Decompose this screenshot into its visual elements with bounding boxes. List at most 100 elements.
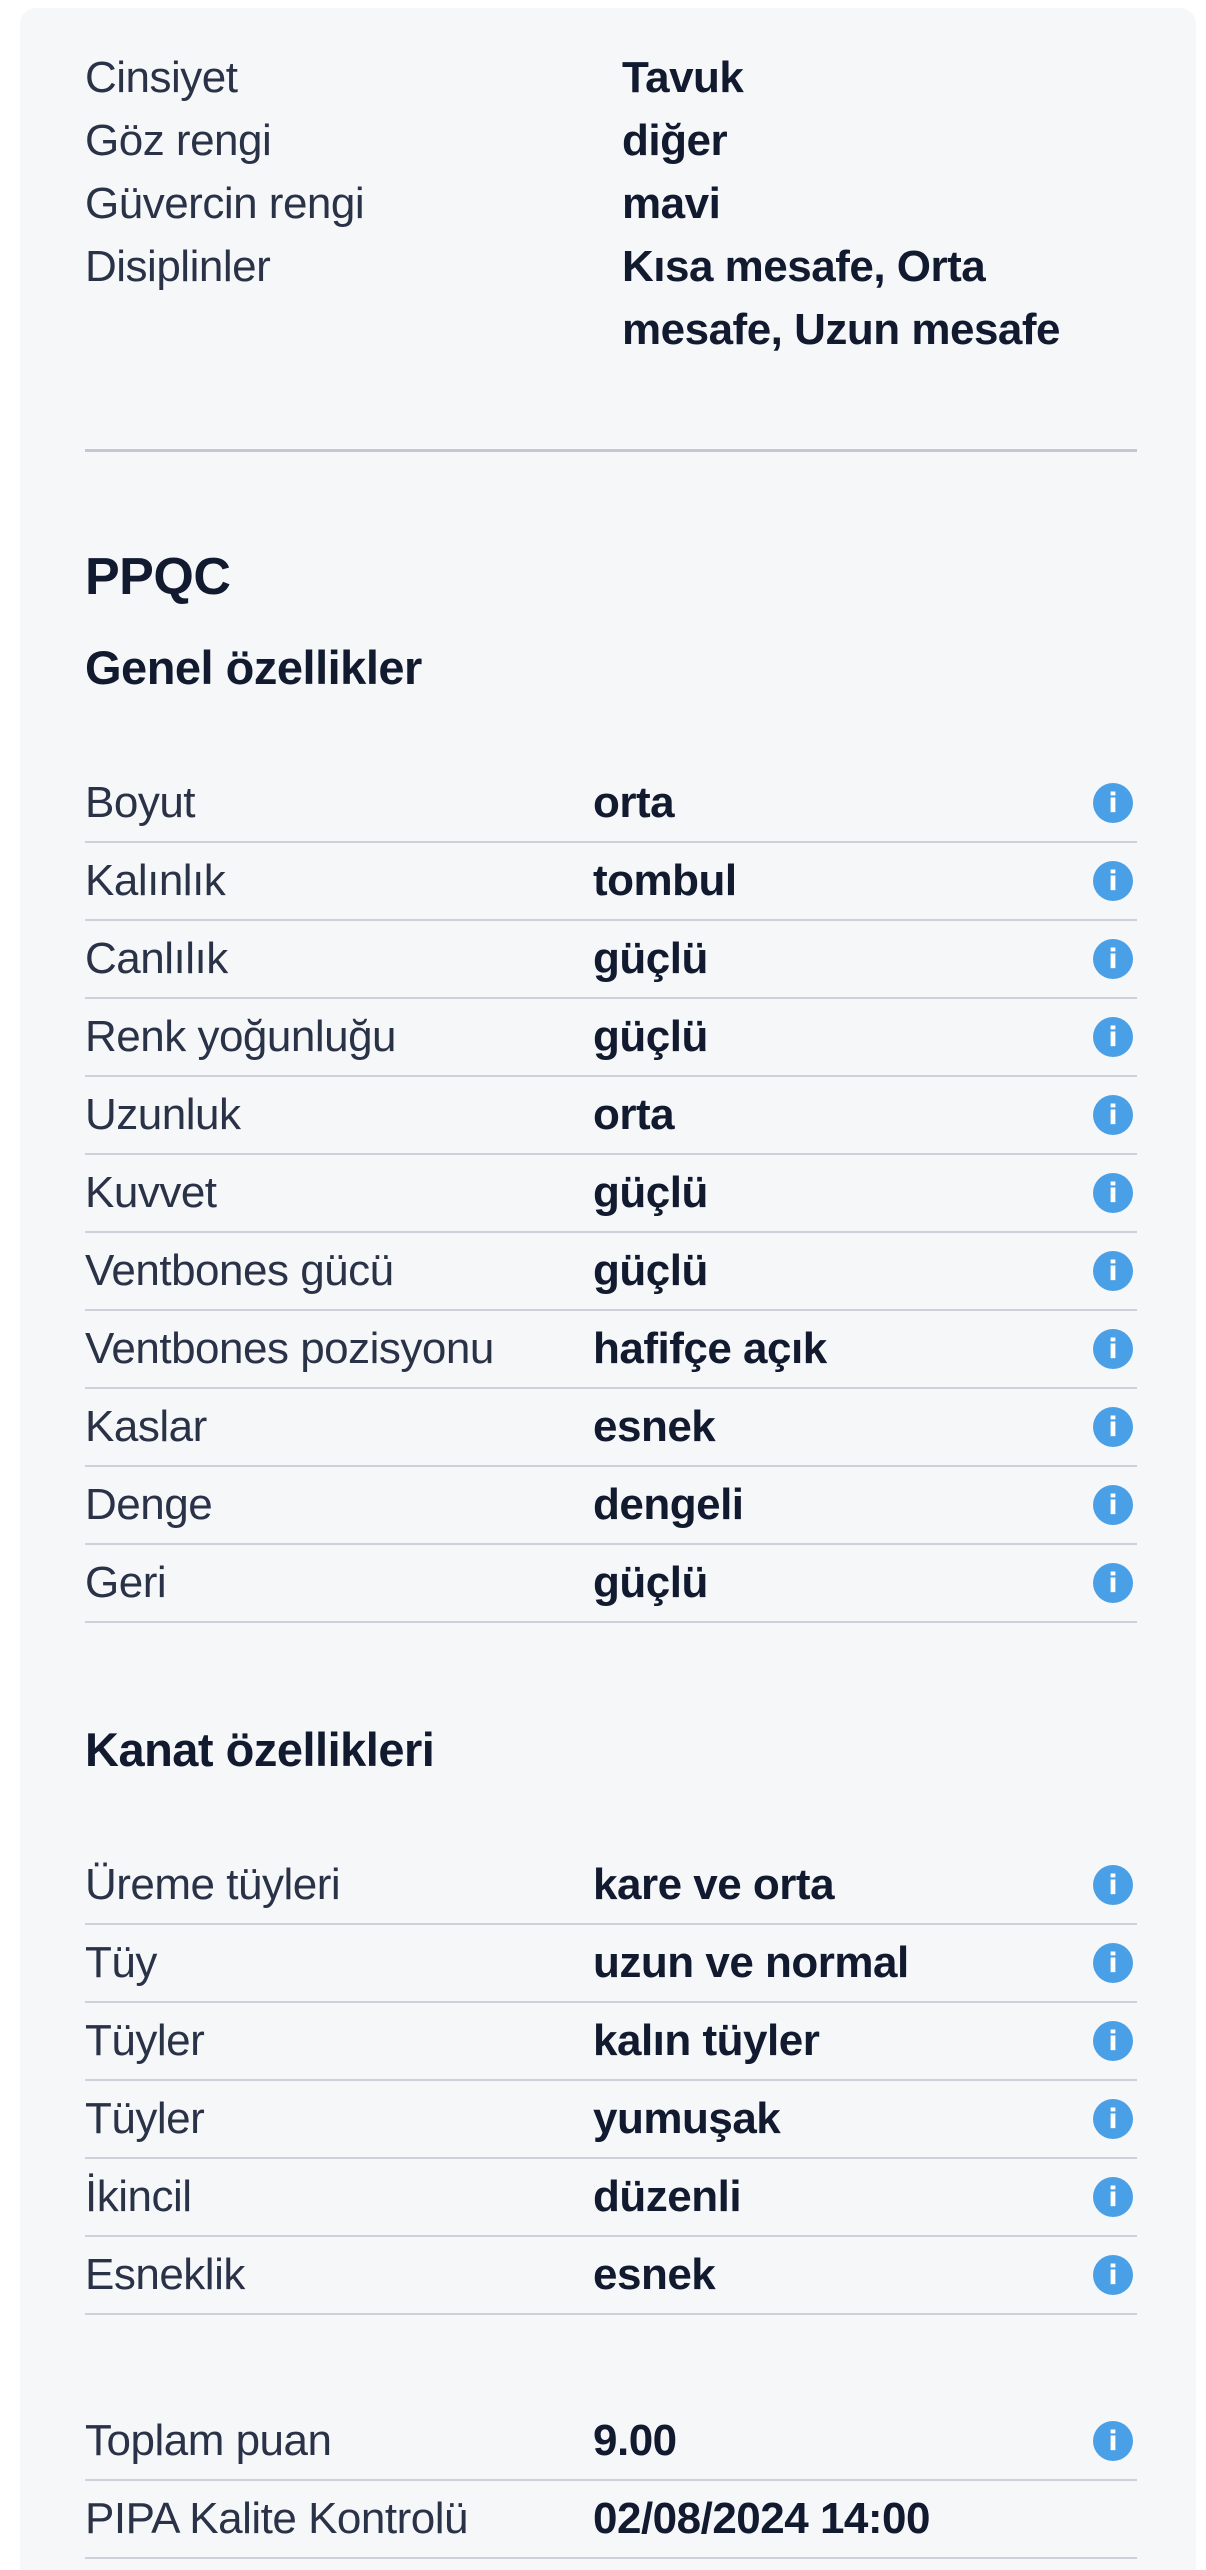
attribute-value: kalın tüyler xyxy=(593,2016,820,2065)
quality-control-value: 02/08/2024 14:00 xyxy=(593,2494,930,2543)
info-icon-glyph: i xyxy=(1108,865,1118,897)
attribute-row-ikincil: İkincil düzenli i xyxy=(85,2159,1137,2237)
info-icon[interactable]: i xyxy=(1093,1407,1133,1447)
detail-label-cinsiyet: Cinsiyet xyxy=(85,53,238,102)
attribute-label: Canlılık xyxy=(85,934,228,983)
info-icon-glyph: i xyxy=(1108,1947,1118,1979)
info-icon-glyph: i xyxy=(1108,1255,1118,1287)
total-score-row: Toplam puan 9.00 i xyxy=(85,2403,1137,2481)
attribute-value: uzun ve normal xyxy=(593,1938,909,1987)
attribute-label: Boyut xyxy=(85,778,196,827)
attribute-row-kaslar: Kaslar esnek i xyxy=(85,1389,1137,1467)
attribute-value: güçlü xyxy=(593,1558,708,1607)
attribute-value: esnek xyxy=(593,1402,716,1451)
general-attributes-table: Boyut orta i Kalınlık tombul i Canlılık … xyxy=(85,765,1137,1623)
attribute-value: tombul xyxy=(593,856,737,905)
info-icon[interactable]: i xyxy=(1093,2099,1133,2139)
detail-value-disiplinler: Kısa mesafe, Orta mesafe, Uzun mesafe xyxy=(622,242,1061,354)
info-icon[interactable]: i xyxy=(1093,2177,1133,2217)
info-icon[interactable]: i xyxy=(1093,1173,1133,1213)
info-icon[interactable]: i xyxy=(1093,2255,1133,2295)
attribute-row-kalinlik: Kalınlık tombul i xyxy=(85,843,1137,921)
info-icon-glyph: i xyxy=(1108,1333,1118,1365)
pigeon-details-list: Cinsiyet Tavuk Göz rengi diğer Güvercin … xyxy=(85,46,1137,361)
attribute-value: düzenli xyxy=(593,2172,742,2221)
info-icon[interactable]: i xyxy=(1093,1485,1133,1525)
info-icon[interactable]: i xyxy=(1093,1017,1133,1057)
total-score-label: Toplam puan xyxy=(85,2416,332,2465)
attribute-row-geri: Geri güçlü i xyxy=(85,1545,1137,1623)
section-divider xyxy=(85,449,1137,452)
attribute-label: Geri xyxy=(85,1558,167,1607)
attribute-value: güçlü xyxy=(593,1246,708,1295)
attribute-row-boyut: Boyut orta i xyxy=(85,765,1137,843)
info-icon-glyph: i xyxy=(1108,2025,1118,2057)
info-icon[interactable]: i xyxy=(1093,1943,1133,1983)
attribute-row-uzunluk: Uzunluk orta i xyxy=(85,1077,1137,1155)
attribute-label: Kaslar xyxy=(85,1402,207,1451)
attribute-label: Renk yoğunluğu xyxy=(85,1012,397,1061)
attribute-value: güçlü xyxy=(593,1012,708,1061)
info-icon-glyph: i xyxy=(1108,1021,1118,1053)
attribute-label: Ventbones pozisyonu xyxy=(85,1324,494,1373)
info-icon[interactable]: i xyxy=(1093,861,1133,901)
info-icon-glyph: i xyxy=(1108,1099,1118,1131)
attribute-row-renk-yogunlugu: Renk yoğunluğu güçlü i xyxy=(85,999,1137,1077)
info-icon-glyph: i xyxy=(1108,943,1118,975)
attribute-value: kare ve orta xyxy=(593,1860,835,1909)
info-icon-glyph: i xyxy=(1108,1489,1118,1521)
attribute-row-denge: Denge dengeli i xyxy=(85,1467,1137,1545)
attribute-label: Esneklik xyxy=(85,2250,245,2299)
detail-value-goz-rengi: diğer xyxy=(622,116,728,165)
info-icon[interactable]: i xyxy=(1093,939,1133,979)
attribute-label: Uzunluk xyxy=(85,1090,241,1139)
pigeon-detail-card: Cinsiyet Tavuk Göz rengi diğer Güvercin … xyxy=(20,8,1196,2570)
detail-value-guvercin-rengi: mavi xyxy=(622,179,721,228)
info-icon[interactable]: i xyxy=(1093,1865,1133,1905)
attribute-value: güçlü xyxy=(593,934,708,983)
attribute-value: hafifçe açık xyxy=(593,1324,827,1373)
quality-control-label: PIPA Kalite Kontrolü xyxy=(85,2494,468,2543)
attribute-label: İkincil xyxy=(85,2172,192,2221)
heading-genel-ozellikler: Genel özellikler xyxy=(85,641,422,694)
attribute-label: Tüyler xyxy=(85,2016,205,2065)
info-icon-glyph: i xyxy=(1108,2103,1118,2135)
info-icon[interactable]: i xyxy=(1093,1563,1133,1603)
info-icon-glyph: i xyxy=(1108,1411,1118,1443)
attribute-label: Kuvvet xyxy=(85,1168,217,1217)
info-icon-glyph: i xyxy=(1108,787,1118,819)
attribute-row-tuyler-yumusak: Tüyler yumuşak i xyxy=(85,2081,1137,2159)
info-icon[interactable]: i xyxy=(1093,2021,1133,2061)
attribute-row-ventbones-gucu: Ventbones gücü güçlü i xyxy=(85,1233,1137,1311)
detail-label-goz-rengi: Göz rengi xyxy=(85,116,272,165)
info-icon[interactable]: i xyxy=(1093,1251,1133,1291)
ppqc-title: PPQC xyxy=(85,548,231,606)
attribute-value: dengeli xyxy=(593,1480,744,1529)
attribute-value: esnek xyxy=(593,2250,716,2299)
attribute-row-ventbones-pozisyonu: Ventbones pozisyonu hafifçe açık i xyxy=(85,1311,1137,1389)
attribute-row-tuy: Tüy uzun ve normal i xyxy=(85,1925,1137,2003)
attribute-label: Ventbones gücü xyxy=(85,1246,394,1295)
attribute-value: orta xyxy=(593,778,675,827)
wing-attributes-table: Üreme tüyleri kare ve orta i Tüy uzun ve… xyxy=(85,1847,1137,2315)
attribute-row-canlilik: Canlılık güçlü i xyxy=(85,921,1137,999)
info-icon[interactable]: i xyxy=(1093,1329,1133,1369)
total-score-value: 9.00 xyxy=(593,2416,677,2465)
info-icon[interactable]: i xyxy=(1093,783,1133,823)
attribute-value: orta xyxy=(593,1090,675,1139)
detail-value-cinsiyet: Tavuk xyxy=(622,53,744,102)
attribute-value: güçlü xyxy=(593,1168,708,1217)
detail-label-disiplinler: Disiplinler xyxy=(85,242,271,291)
attribute-label: Üreme tüyleri xyxy=(85,1860,341,1909)
attribute-label: Tüyler xyxy=(85,2094,205,2143)
quality-control-row: PIPA Kalite Kontrolü 02/08/2024 14:00 xyxy=(85,2481,1137,2559)
heading-kanat-ozellikleri: Kanat özellikleri xyxy=(85,1723,435,1776)
attribute-row-esneklik: Esneklik esnek i xyxy=(85,2237,1137,2315)
info-icon[interactable]: i xyxy=(1093,2421,1133,2461)
attribute-row-ureme-tuyleri: Üreme tüyleri kare ve orta i xyxy=(85,1847,1137,1925)
detail-label-guvercin-rengi: Güvercin rengi xyxy=(85,179,365,228)
attribute-row-kuvvet: Kuvvet güçlü i xyxy=(85,1155,1137,1233)
info-icon-glyph: i xyxy=(1108,1177,1118,1209)
info-icon-glyph: i xyxy=(1108,2181,1118,2213)
info-icon[interactable]: i xyxy=(1093,1095,1133,1135)
